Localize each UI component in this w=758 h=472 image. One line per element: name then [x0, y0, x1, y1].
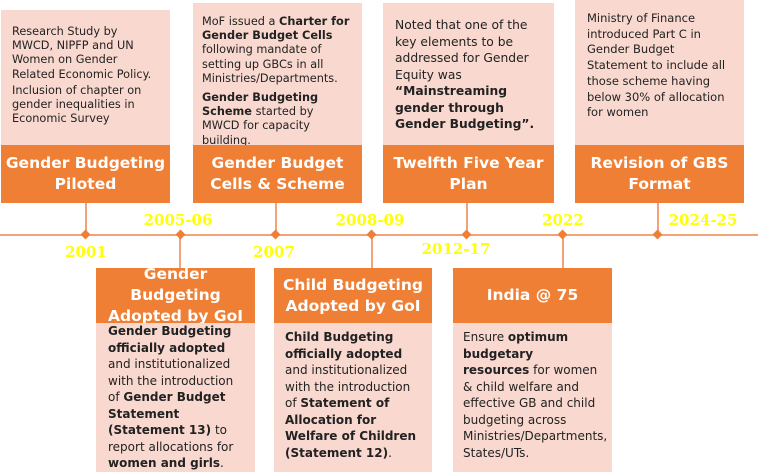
desc-bold: Gender Budgeting Scheme	[202, 91, 319, 119]
timeline-marker	[461, 229, 472, 240]
year-label: 2012-17	[421, 240, 491, 258]
desc-text: Ministry of Finance introduced Part C in…	[587, 11, 726, 120]
event-description-2008-09: Child Budgeting officially adopted and i…	[274, 323, 432, 472]
desc-text: to report allocations for	[108, 423, 234, 454]
connector	[466, 203, 468, 235]
desc-bold: Statement of Allocation for Welfare of C…	[285, 396, 417, 460]
desc-text: and institutionalized with the introduct…	[285, 363, 411, 410]
connector	[657, 203, 659, 235]
event-description-2001: Research Study by MWCD, NIPFP and UN Wom…	[1, 10, 170, 145]
connector	[275, 203, 277, 235]
desc-text: MoF issued a	[202, 15, 280, 28]
desc-text: Research Study by MWCD, NIPFP and UN Wom…	[12, 25, 152, 81]
timeline-marker	[80, 229, 91, 240]
desc-text: for women & child welfare and effective …	[463, 363, 608, 460]
desc-bold: Gender Budget Statement (Statement 13)	[108, 390, 226, 437]
desc-bold: Charter for Gender Budget Cells	[202, 15, 350, 43]
timeline-marker	[270, 229, 281, 240]
timeline-marker	[557, 229, 568, 240]
desc-text: started by MWCD for capacity building.	[202, 105, 314, 147]
year-label: 2008-09	[335, 211, 405, 229]
event-title-2022: India @ 75	[453, 268, 612, 323]
desc-bold: “Mainstreaming gender through Gender Bud…	[395, 84, 535, 131]
connector	[562, 235, 564, 268]
event-title-2012-17: Twelfth Five Year Plan	[383, 145, 554, 203]
timeline-marker	[175, 229, 186, 240]
desc-text: and institutionalized with the introduct…	[108, 357, 234, 404]
desc-bold: optimum budgetary resources	[463, 330, 569, 377]
year-label: 2001	[65, 243, 107, 261]
event-description-2012-17: Noted that one of the key elements to be…	[383, 3, 554, 145]
desc-bold: women and girls	[108, 456, 220, 470]
connector	[371, 235, 373, 268]
year-label: 2022	[542, 211, 584, 229]
connector	[85, 203, 87, 235]
year-label: 2007	[253, 243, 295, 261]
desc-bold: Child Budgeting officially adopted	[285, 330, 403, 361]
event-title-2005-06: Gender Budgeting Adopted by GoI	[96, 265, 255, 325]
event-description-2007: MoF issued a Charter for Gender Budget C…	[193, 3, 362, 147]
year-label: 2024-25	[668, 211, 738, 229]
desc-bold: Gender Budgeting officially adopted	[108, 324, 232, 355]
timeline-axis	[0, 234, 758, 236]
desc-text: Ensure	[463, 330, 508, 344]
event-description-2024-25: Ministry of Finance introduced Part C in…	[575, 0, 744, 145]
event-title-2008-09: Child Budgeting Adopted by GoI	[274, 268, 432, 323]
event-description-2022: Ensure optimum budgetary resources for w…	[453, 323, 612, 472]
desc-text: following mandate of setting up GBCs in …	[202, 43, 338, 85]
connector	[179, 235, 181, 268]
desc-text: .	[219, 456, 224, 470]
desc-text: .	[388, 445, 392, 460]
event-description-2005-06: Gender Budgeting officially adopted and …	[96, 323, 255, 472]
desc-text: Noted that one of the key elements to be…	[395, 18, 529, 82]
timeline-marker	[652, 229, 663, 240]
desc-text: Inclusion of chapter on gender inequalit…	[12, 83, 142, 126]
year-label: 2005-06	[143, 211, 213, 229]
event-title-2024-25: Revision of GBS Format	[575, 145, 744, 203]
event-title-2007: Gender Budget Cells & Scheme	[193, 145, 362, 203]
event-title-2001: Gender Budgeting Piloted	[1, 145, 170, 203]
timeline-marker	[366, 229, 377, 240]
